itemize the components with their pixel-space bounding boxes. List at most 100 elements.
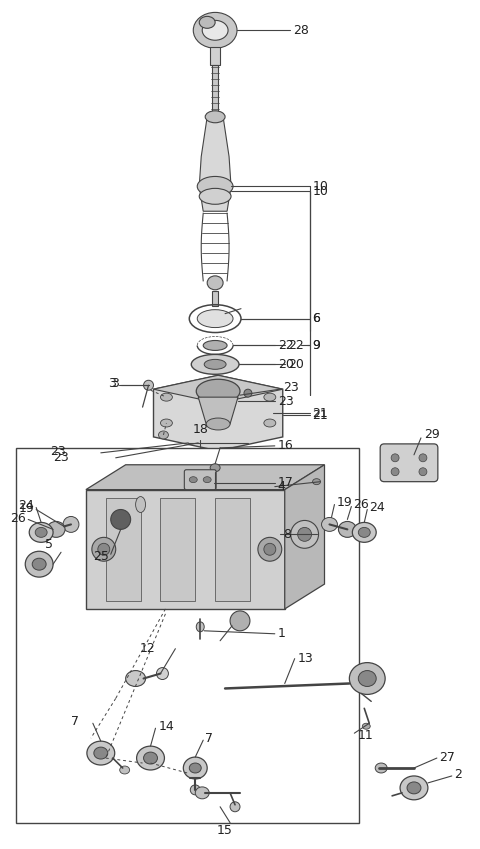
Ellipse shape <box>197 177 233 196</box>
Text: 3: 3 <box>111 377 119 390</box>
Text: 9: 9 <box>312 339 321 352</box>
FancyBboxPatch shape <box>184 469 216 490</box>
Ellipse shape <box>197 310 233 328</box>
Text: 20: 20 <box>278 357 294 371</box>
Polygon shape <box>86 464 324 490</box>
Ellipse shape <box>419 454 427 462</box>
Ellipse shape <box>338 521 356 537</box>
Text: 21: 21 <box>312 408 328 422</box>
Ellipse shape <box>189 763 201 773</box>
Text: 6: 6 <box>312 312 321 325</box>
Text: 12: 12 <box>140 642 156 655</box>
Text: 29: 29 <box>424 429 440 441</box>
Text: 22: 22 <box>278 339 294 352</box>
Text: 10: 10 <box>312 185 328 198</box>
Ellipse shape <box>206 418 230 430</box>
Ellipse shape <box>87 741 115 765</box>
Ellipse shape <box>264 393 276 401</box>
Ellipse shape <box>230 611 250 631</box>
Ellipse shape <box>35 527 47 537</box>
Bar <box>212 65 218 117</box>
Ellipse shape <box>47 521 65 537</box>
Ellipse shape <box>92 537 116 561</box>
Ellipse shape <box>189 476 197 483</box>
Bar <box>212 290 218 306</box>
Ellipse shape <box>196 621 204 632</box>
Ellipse shape <box>63 516 79 532</box>
Polygon shape <box>199 117 231 211</box>
Ellipse shape <box>391 468 399 475</box>
Text: 28: 28 <box>293 24 309 37</box>
Ellipse shape <box>126 671 145 687</box>
Ellipse shape <box>160 419 172 427</box>
Ellipse shape <box>192 354 239 374</box>
Text: 23: 23 <box>50 446 66 458</box>
Text: 7: 7 <box>205 732 213 745</box>
Text: 27: 27 <box>439 751 455 763</box>
Ellipse shape <box>183 757 207 779</box>
Text: 1: 1 <box>278 627 286 640</box>
Text: 7: 7 <box>71 715 79 728</box>
Text: 2: 2 <box>454 768 462 781</box>
FancyBboxPatch shape <box>380 444 438 481</box>
Text: 10: 10 <box>312 180 328 193</box>
Polygon shape <box>198 397 238 424</box>
Text: 24: 24 <box>369 501 385 514</box>
Ellipse shape <box>204 359 226 369</box>
Text: 16: 16 <box>278 440 294 453</box>
Polygon shape <box>86 490 285 609</box>
Bar <box>16 448 360 823</box>
Ellipse shape <box>230 801 240 812</box>
Ellipse shape <box>202 20 228 40</box>
Ellipse shape <box>120 766 130 774</box>
Ellipse shape <box>258 537 282 561</box>
Text: 23: 23 <box>278 395 294 408</box>
Polygon shape <box>285 464 324 609</box>
Ellipse shape <box>207 276 223 290</box>
Text: 22: 22 <box>288 339 303 352</box>
Ellipse shape <box>312 479 321 485</box>
Text: 3: 3 <box>108 377 116 390</box>
Ellipse shape <box>160 393 172 401</box>
Ellipse shape <box>196 380 240 403</box>
Ellipse shape <box>358 671 376 687</box>
Ellipse shape <box>210 464 220 472</box>
Text: 20: 20 <box>288 357 303 371</box>
Ellipse shape <box>29 522 53 543</box>
Ellipse shape <box>349 662 385 694</box>
Bar <box>106 498 141 601</box>
Text: 11: 11 <box>357 728 373 742</box>
Ellipse shape <box>199 188 231 205</box>
Ellipse shape <box>362 723 370 729</box>
Text: 23: 23 <box>53 452 69 464</box>
Ellipse shape <box>375 763 387 773</box>
Ellipse shape <box>400 776 428 800</box>
Text: 26: 26 <box>353 498 369 511</box>
Ellipse shape <box>291 520 319 548</box>
Ellipse shape <box>419 468 427 475</box>
Ellipse shape <box>111 509 131 530</box>
Ellipse shape <box>193 13 237 48</box>
Ellipse shape <box>136 497 145 513</box>
Ellipse shape <box>298 527 312 542</box>
Ellipse shape <box>137 746 165 770</box>
Text: 15: 15 <box>217 824 233 837</box>
Ellipse shape <box>203 476 211 483</box>
Text: 25: 25 <box>93 550 109 563</box>
Ellipse shape <box>144 752 157 764</box>
Polygon shape <box>154 375 283 403</box>
Ellipse shape <box>322 517 337 531</box>
Text: 21: 21 <box>312 407 328 419</box>
Text: 5: 5 <box>45 537 53 551</box>
Text: 19: 19 <box>336 496 352 509</box>
Text: 6: 6 <box>312 312 321 325</box>
Text: 13: 13 <box>298 652 313 665</box>
Ellipse shape <box>190 785 200 795</box>
Ellipse shape <box>205 111 225 123</box>
Ellipse shape <box>94 747 108 759</box>
Bar <box>160 498 195 601</box>
Ellipse shape <box>391 454 399 462</box>
Ellipse shape <box>407 782 421 794</box>
Ellipse shape <box>199 16 215 28</box>
Text: 24: 24 <box>18 499 34 512</box>
